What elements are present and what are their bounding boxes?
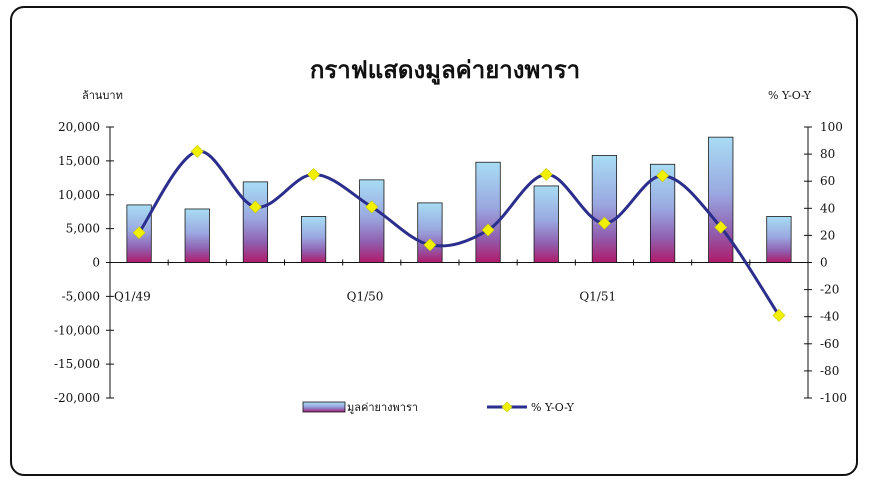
- bar: [766, 216, 792, 263]
- y-right-tick-label: -20: [820, 283, 839, 297]
- bar: [417, 202, 443, 263]
- bar: [359, 179, 385, 263]
- y-right-tick-label: 0: [820, 256, 828, 270]
- y-left-tick-label: -10,000: [54, 323, 100, 337]
- x-tick-label: Q1/49: [114, 290, 151, 304]
- y-right-tick-label: -80: [820, 364, 839, 378]
- y-left-tick-label: 5,000: [66, 222, 100, 236]
- y-right-tick-label: 20: [820, 228, 835, 242]
- tick-labels: 20,000 15,000 10,000 5,000 0 -5,000 -10,000 -15…: [54, 120, 847, 405]
- legend: มูลค่ายางพารา % Y-O-Y: [302, 401, 575, 414]
- legend-line-marker: [501, 401, 513, 413]
- line-series: [132, 144, 786, 322]
- y-right-tick-label: -40: [820, 310, 839, 324]
- bar: [591, 155, 618, 263]
- y-left-tick-label: -15,000: [54, 357, 100, 371]
- yoy-point: [597, 216, 611, 230]
- x-tick-label: Q1/51: [579, 290, 616, 304]
- y-right-tick-label: 60: [820, 174, 835, 188]
- bar: [184, 208, 210, 263]
- yoy-point: [656, 169, 670, 183]
- y-right-tick-label: -100: [820, 391, 847, 405]
- bar: [300, 216, 327, 263]
- y-left-tick-label: 15,000: [58, 154, 100, 168]
- yoy-point: [248, 200, 262, 214]
- yoy-point: [365, 200, 379, 214]
- legend-bar-label: มูลค่ายางพารา: [347, 401, 418, 414]
- x-tick-label: Q1/50: [347, 290, 384, 304]
- y-left-tick-label: -5,000: [62, 289, 100, 303]
- chart-title: กราฟแสดงมูลค่ายางพารา: [310, 56, 580, 85]
- bar: [475, 161, 501, 263]
- yoy-point: [307, 168, 321, 181]
- bar: [533, 185, 559, 263]
- y-right-tick-label: 80: [820, 147, 835, 161]
- yoy-point: [714, 220, 728, 234]
- yoy-line: [137, 149, 781, 317]
- yoy-point: [772, 308, 786, 322]
- axes: [106, 126, 812, 399]
- yoy-point: [539, 168, 553, 181]
- legend-line-label: % Y-O-Y: [531, 401, 575, 414]
- y-left-unit-label: ล้านบาท: [82, 89, 123, 102]
- bar: [242, 181, 269, 263]
- yoy-point: [132, 226, 146, 240]
- y-right-tick-label: 40: [820, 201, 835, 215]
- bar-series: [126, 136, 792, 263]
- legend-bar-swatch: [302, 401, 346, 413]
- y-right-tick-label: -60: [820, 337, 839, 351]
- y-left-tick-label: 20,000: [58, 120, 100, 134]
- y-left-tick-label: 10,000: [58, 188, 100, 202]
- bar: [708, 136, 734, 263]
- y-right-tick-label: 100: [820, 120, 843, 134]
- yoy-point: [190, 144, 204, 158]
- yoy-point: [423, 238, 437, 252]
- yoy-point: [481, 223, 495, 237]
- y-left-tick-label: -20,000: [54, 391, 100, 405]
- y-left-tick-label: 0: [92, 256, 100, 270]
- y-right-unit-label: % Y-O-Y: [768, 89, 812, 102]
